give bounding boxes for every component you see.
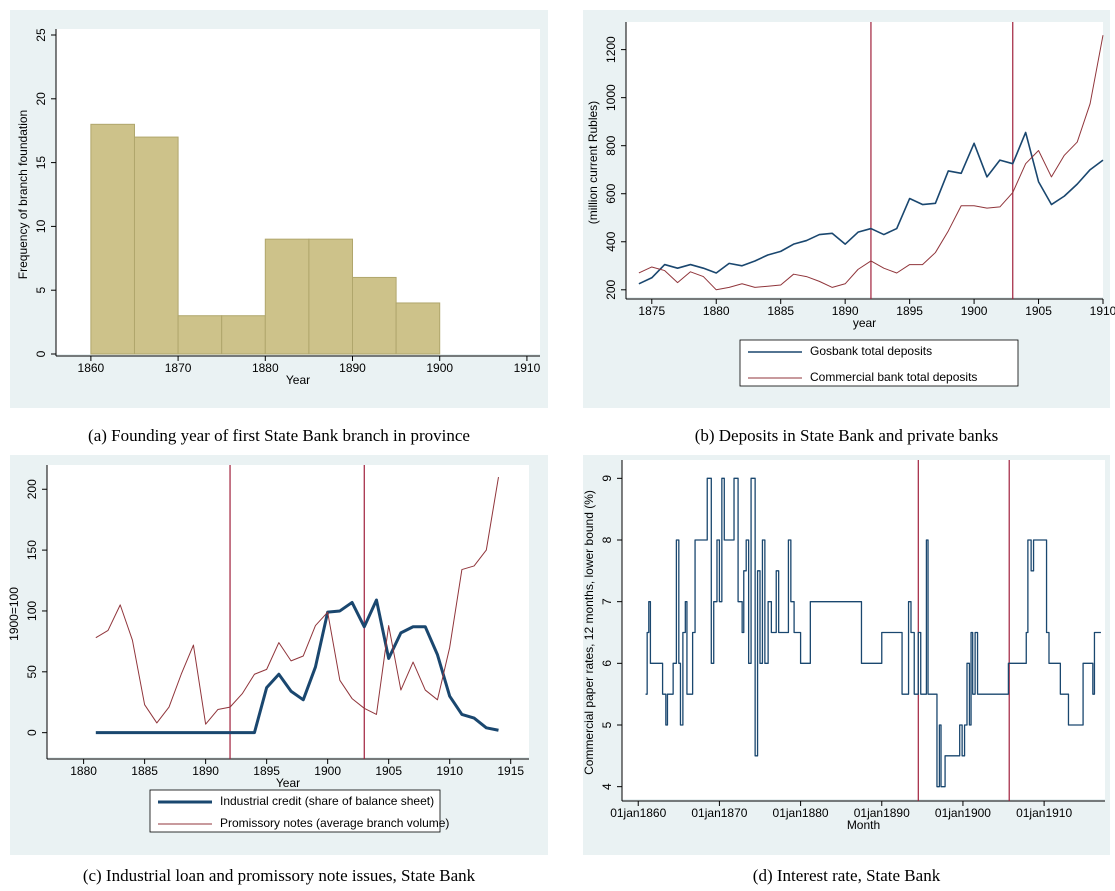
caption: (d) Interest rate, State Bank	[753, 866, 941, 885]
series-line	[638, 131, 1104, 285]
x-tick-label: 1900	[314, 764, 341, 778]
x-tick-label: 1885	[767, 304, 794, 318]
x-tick-label: 1910	[1090, 304, 1115, 318]
x-axis-title: Year	[286, 373, 310, 387]
histogram-bar	[133, 136, 179, 355]
x-tick-label: 1900	[961, 304, 988, 318]
y-tick-label: 50	[25, 665, 39, 679]
y-axis-title: 1900=100	[7, 587, 21, 641]
y-tick-label: 4	[600, 783, 614, 790]
histogram-bar	[352, 276, 397, 355]
legend-label: Promissory notes (average branch volume)	[220, 816, 449, 830]
y-tick-label: 150	[25, 540, 39, 560]
y-tick-label: 7	[600, 598, 614, 605]
x-tick-label: 1875	[638, 304, 665, 318]
histogram-bar	[395, 302, 441, 355]
x-tick-label: 1890	[832, 304, 859, 318]
x-tick-label: 01jan1860	[610, 806, 666, 820]
x-tick-label: 1900	[426, 361, 453, 375]
y-tick-label: 5	[600, 721, 614, 728]
y-tick-label: 20	[34, 92, 48, 106]
y-axis-title: Frequency of branch foundation	[16, 110, 30, 279]
y-tick-label: 10	[34, 219, 48, 233]
y-tick-label: 1200	[604, 36, 618, 63]
caption: (b) Deposits in State Bank and private b…	[695, 426, 999, 445]
y-tick-label: 400	[604, 231, 618, 251]
y-tick-label: 8	[600, 536, 614, 543]
series-line	[638, 35, 1104, 291]
x-axis-title: Year	[276, 776, 300, 790]
y-tick-label: 25	[34, 28, 48, 42]
y-tick-label: 200	[25, 479, 39, 499]
y-tick-label: 15	[34, 156, 48, 170]
y-tick-label: 100	[25, 601, 39, 621]
y-tick-label: 6	[600, 660, 614, 667]
histogram-bar	[221, 315, 266, 355]
series-line	[95, 477, 499, 725]
series-line	[645, 477, 1101, 788]
x-tick-label: 01jan1870	[691, 806, 747, 820]
histogram-bar	[177, 315, 223, 355]
plot-area	[47, 465, 529, 757]
y-tick-label: 0	[34, 350, 48, 357]
y-tick-label: 0	[25, 729, 39, 736]
caption: (a) Founding year of first State Bank br…	[88, 426, 470, 445]
histogram-bar	[264, 238, 310, 355]
legend-box	[149, 789, 441, 833]
y-tick-label: 1000	[604, 84, 618, 111]
x-tick-label: 1915	[497, 764, 524, 778]
histogram-bar	[308, 238, 354, 355]
x-tick-label: 1910	[436, 764, 463, 778]
x-tick-label: 01jan1880	[773, 806, 829, 820]
x-tick-label: 1880	[70, 764, 97, 778]
y-tick-label: 600	[604, 183, 618, 203]
y-tick-label: 200	[604, 279, 618, 299]
x-tick-label: 1910	[514, 361, 541, 375]
x-axis-title: year	[853, 316, 876, 330]
x-tick-label: 1880	[703, 304, 730, 318]
x-tick-label: 1870	[165, 361, 192, 375]
legend-label: Commercial bank total deposits	[810, 370, 977, 384]
plot-area	[626, 22, 1103, 297]
x-axis-title: Month	[847, 818, 880, 832]
x-tick-label: 1905	[1025, 304, 1052, 318]
y-tick-label: 9	[600, 475, 614, 482]
legend-label: Gosbank total deposits	[810, 344, 932, 358]
legend-label: Industrial credit (share of balance shee…	[220, 794, 434, 808]
plot-area	[622, 460, 1105, 799]
x-tick-label: 01jan1890	[854, 806, 910, 820]
x-tick-label: 01jan1900	[935, 806, 991, 820]
y-tick-label: 5	[34, 287, 48, 294]
x-tick-label: 1880	[252, 361, 279, 375]
x-tick-label: 1905	[375, 764, 402, 778]
x-tick-label: 01jan1910	[1016, 806, 1072, 820]
y-axis-title: Commercial paper rates, 12 months, lower…	[582, 490, 596, 775]
x-tick-label: 1890	[339, 361, 366, 375]
x-tick-label: 1890	[192, 764, 219, 778]
x-tick-label: 1895	[896, 304, 923, 318]
histogram-bar	[90, 123, 135, 355]
x-tick-label: 1885	[131, 764, 158, 778]
y-tick-label: 800	[604, 135, 618, 155]
x-tick-label: 1860	[78, 361, 105, 375]
series-line	[95, 598, 499, 735]
caption: (c) Industrial loan and promissory note …	[83, 866, 476, 885]
y-axis-title: (million current Rubles)	[586, 101, 600, 224]
x-tick-label: 1895	[253, 764, 280, 778]
